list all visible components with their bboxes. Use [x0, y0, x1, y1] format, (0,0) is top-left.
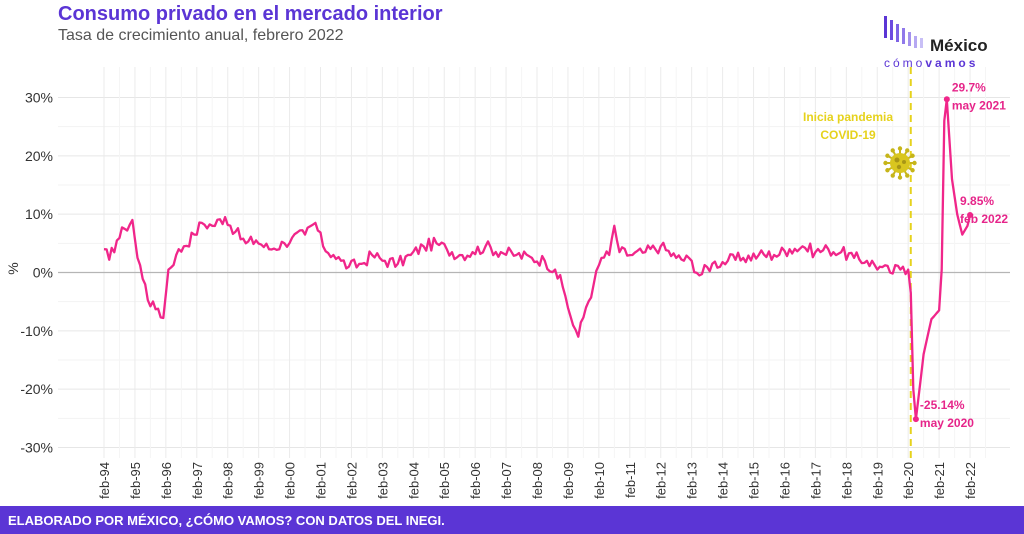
x-tick-label: feb-18	[839, 462, 854, 499]
annotation-date: may 2021	[952, 98, 1006, 112]
x-tick-label: feb-00	[283, 462, 298, 499]
x-tick-label: feb-99	[252, 462, 267, 499]
x-tick-label: feb-12	[654, 462, 669, 499]
y-tick-label: -20%	[20, 381, 53, 397]
x-tick-label: feb-15	[747, 462, 762, 499]
pandemic-label-line2: COVID-19	[820, 128, 876, 142]
x-tick-label: feb-06	[468, 462, 483, 499]
x-tick-label: feb-02	[344, 462, 359, 499]
annotation-point	[967, 212, 974, 219]
virus-icon	[883, 146, 917, 180]
x-tick-label: feb-98	[221, 462, 236, 499]
x-tick-label: feb-95	[128, 462, 143, 499]
x-tick-label: feb-13	[685, 462, 700, 499]
y-tick-label: 20%	[25, 148, 53, 164]
annotation-date: may 2020	[920, 416, 974, 430]
bars-logo-icon	[884, 16, 923, 48]
x-tick-label: feb-11	[623, 462, 638, 498]
x-tick-label: feb-96	[159, 462, 174, 499]
annotation-point	[912, 416, 919, 423]
x-tick-label: feb-14	[716, 462, 731, 499]
annotation-value: -25.14%	[920, 398, 965, 412]
footer-bar: ELABORADO POR MÉXICO, ¿CÓMO VAMOS? CON D…	[0, 506, 1024, 534]
x-tick-label: feb-94	[97, 462, 112, 499]
pandemic-label-line1: Inicia pandemia	[803, 110, 893, 124]
mexico-como-vamos-logo: México cómovamos	[880, 14, 1010, 74]
x-tick-label: feb-19	[870, 462, 885, 499]
x-tick-label: feb-01	[314, 462, 329, 499]
annotation-point	[943, 96, 950, 103]
x-tick-label: feb-97	[190, 462, 205, 499]
y-tick-label: 10%	[25, 206, 53, 222]
chart-title: Consumo privado en el mercado interior	[58, 3, 443, 25]
x-tick-label: feb-05	[437, 462, 452, 499]
y-tick-label: -30%	[20, 440, 53, 456]
annotation-date: feb 2022	[960, 212, 1008, 226]
x-tick-label: feb-03	[375, 462, 390, 499]
footer-credit: ELABORADO POR MÉXICO, ¿CÓMO VAMOS? CON D…	[8, 513, 445, 528]
logo-text-mexico: México	[930, 36, 988, 55]
annotation-value: 9.85%	[960, 194, 994, 208]
x-tick-label: feb-09	[561, 462, 576, 499]
y-tick-label: 30%	[25, 90, 53, 106]
x-tick-label: feb-08	[530, 462, 545, 499]
x-tick-label: feb-10	[592, 462, 607, 499]
y-tick-label: 0%	[33, 265, 53, 281]
x-tick-label: feb-20	[901, 462, 916, 499]
x-tick-label: feb-17	[808, 462, 823, 499]
x-tick-label: feb-21	[932, 462, 947, 499]
logo-text-como-vamos: cómovamos	[884, 56, 979, 70]
y-tick-label: -10%	[20, 323, 53, 339]
x-tick-label: feb-04	[406, 462, 421, 499]
x-tick-label: feb-22	[963, 462, 978, 499]
x-tick-label: feb-16	[777, 462, 792, 499]
y-axis-label: %	[5, 262, 21, 274]
chart-subtitle: Tasa de crecimiento anual, febrero 2022	[58, 27, 344, 44]
line-chart: 30% 20% 10% 0% -10% -20% -30%% feb-94 feb-95 feb-…	[5, 67, 1010, 499]
annotation-value: 29.7%	[952, 80, 986, 94]
x-tick-label: feb-07	[499, 462, 514, 499]
series-line	[103, 98, 972, 421]
